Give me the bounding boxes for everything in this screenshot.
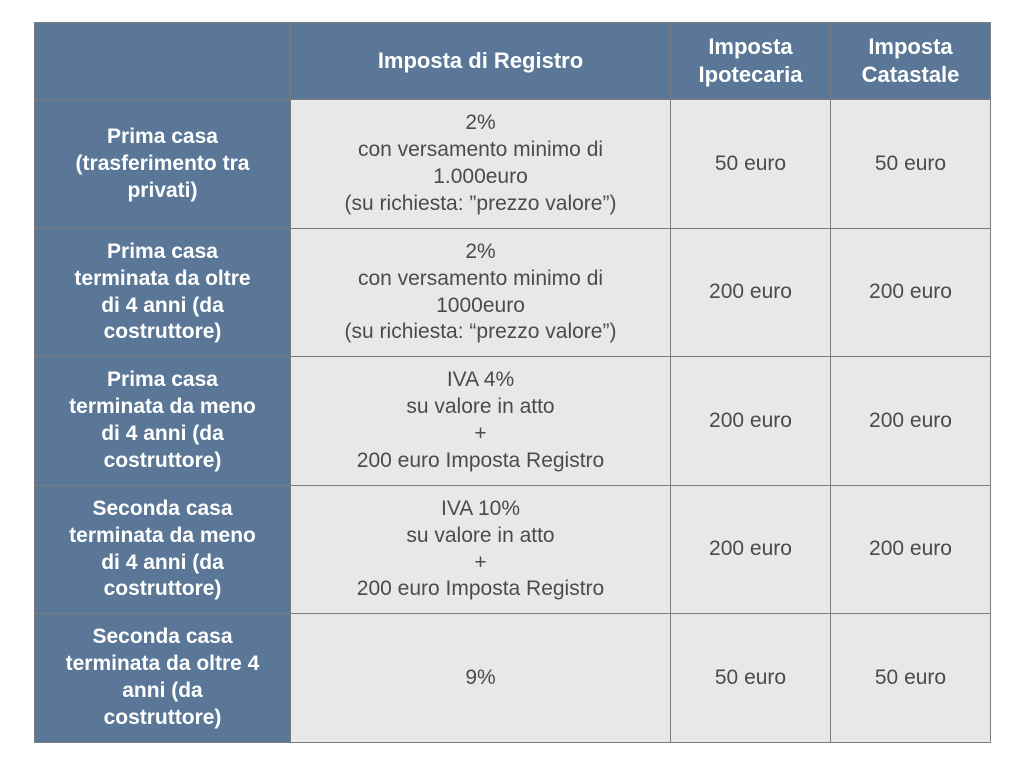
cell-registro: 2% con versamento minimo di 1.000euro (s… <box>291 100 671 229</box>
cell-ipotecaria: 200 euro <box>671 485 831 614</box>
cell-catastale: 200 euro <box>831 357 991 486</box>
header-row: Imposta di Registro Imposta Ipotecaria I… <box>35 23 991 100</box>
cell-ipotecaria: 50 euro <box>671 100 831 229</box>
row-label: Prima casa (trasferimento tra privati) <box>35 100 291 229</box>
cell-registro: 9% <box>291 614 671 743</box>
table-row: Seconda casa terminata da meno di 4 anni… <box>35 485 991 614</box>
table-row: Prima casa (trasferimento tra privati) 2… <box>35 100 991 229</box>
header-empty <box>35 23 291 100</box>
header-ipotecaria: Imposta Ipotecaria <box>671 23 831 100</box>
cell-registro: 2% con versamento minimo di 1000euro (su… <box>291 228 671 357</box>
header-registro: Imposta di Registro <box>291 23 671 100</box>
tax-table: Imposta di Registro Imposta Ipotecaria I… <box>34 22 991 743</box>
cell-ipotecaria: 200 euro <box>671 357 831 486</box>
row-label: Seconda casa terminata da oltre 4 anni (… <box>35 614 291 743</box>
cell-registro: IVA 10% su valore in atto + 200 euro Imp… <box>291 485 671 614</box>
row-label: Seconda casa terminata da meno di 4 anni… <box>35 485 291 614</box>
cell-catastale: 200 euro <box>831 228 991 357</box>
cell-ipotecaria: 200 euro <box>671 228 831 357</box>
row-label: Prima casa terminata da meno di 4 anni (… <box>35 357 291 486</box>
cell-catastale: 50 euro <box>831 100 991 229</box>
table-row: Prima casa terminata da meno di 4 anni (… <box>35 357 991 486</box>
cell-catastale: 200 euro <box>831 485 991 614</box>
table-row: Seconda casa terminata da oltre 4 anni (… <box>35 614 991 743</box>
cell-ipotecaria: 50 euro <box>671 614 831 743</box>
header-catastale: Imposta Catastale <box>831 23 991 100</box>
table-container: Imposta di Registro Imposta Ipotecaria I… <box>0 0 1024 765</box>
cell-registro: IVA 4% su valore in atto + 200 euro Impo… <box>291 357 671 486</box>
row-label: Prima casa terminata da oltre di 4 anni … <box>35 228 291 357</box>
cell-catastale: 50 euro <box>831 614 991 743</box>
table-row: Prima casa terminata da oltre di 4 anni … <box>35 228 991 357</box>
